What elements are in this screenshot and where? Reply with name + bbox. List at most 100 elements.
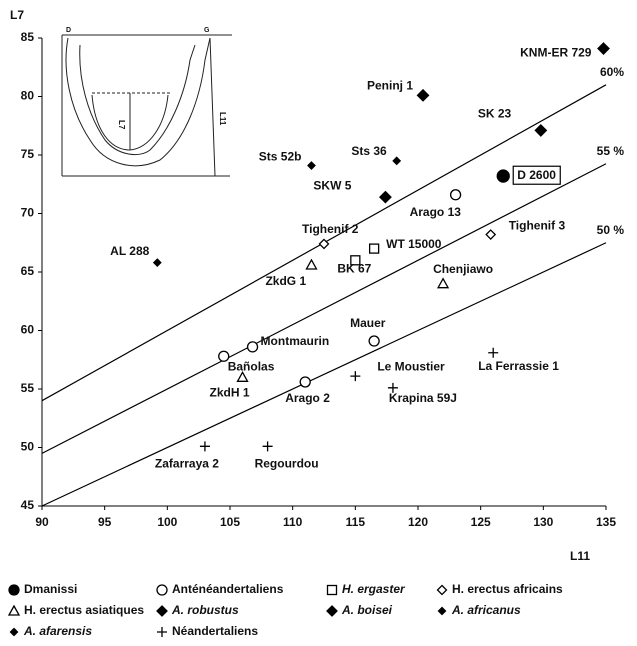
point-label: Tighenif 2 xyxy=(302,222,359,236)
point-label: Chenjiawo xyxy=(433,262,493,276)
point xyxy=(438,279,448,288)
point xyxy=(488,348,498,358)
point xyxy=(328,586,337,595)
x-tick-label: 115 xyxy=(346,515,366,529)
x-tick-label: 110 xyxy=(283,515,303,529)
point xyxy=(157,627,167,637)
legend-item: H. ergaster xyxy=(328,582,407,596)
inset xyxy=(62,35,232,176)
ratio-line xyxy=(42,243,606,506)
point xyxy=(380,192,391,203)
x-tick-label: 130 xyxy=(533,515,553,529)
legend-label: Néandertaliens xyxy=(172,624,258,638)
y-tick-label: 45 xyxy=(21,498,35,512)
y-tick-label: 80 xyxy=(21,89,35,103)
y-tick-label: 70 xyxy=(21,206,35,220)
ratio-label: 50 % xyxy=(597,223,625,237)
point-label: BK 67 xyxy=(337,261,371,275)
point-label: ZkdG 1 xyxy=(265,274,306,288)
point xyxy=(327,606,337,616)
legend-item: Dmanissi xyxy=(9,582,77,596)
point-label: La Ferrassie 1 xyxy=(478,359,559,373)
point-label: SKW 5 xyxy=(313,178,351,192)
chart: D G L7 L11 L7 L11 4550556065707580859095… xyxy=(0,0,637,646)
point xyxy=(157,585,167,595)
legend-item: H. erectus africains xyxy=(438,582,564,596)
legend-label: Dmanissi xyxy=(24,582,77,596)
point xyxy=(393,157,400,164)
x-tick-label: 90 xyxy=(35,515,49,529)
point xyxy=(248,342,258,352)
point xyxy=(238,372,248,381)
point-label: Sts 36 xyxy=(351,144,387,158)
legend-label: A. boisei xyxy=(341,603,393,617)
point-label: Le Moustier xyxy=(377,359,445,373)
point xyxy=(350,371,360,381)
legend-label: H. erectus africains xyxy=(452,582,563,596)
y-tick-label: 55 xyxy=(21,381,35,395)
point xyxy=(308,162,315,169)
point-label: D 2600 xyxy=(517,168,556,182)
point xyxy=(439,608,446,615)
point xyxy=(598,43,609,54)
point-label: Montmaurin xyxy=(261,334,330,348)
legend-item: A. africanus xyxy=(439,603,522,617)
point xyxy=(370,244,379,253)
legend-label: A. africanus xyxy=(451,603,521,617)
legend-item: A. robustus xyxy=(157,603,239,617)
point xyxy=(11,629,18,636)
point xyxy=(535,125,546,136)
legend-item: H. erectus asiatiques xyxy=(9,603,144,617)
point xyxy=(486,230,495,239)
inset-label: L11 xyxy=(218,112,227,126)
legend-item: Anténéandertaliens xyxy=(157,582,284,596)
point-label: Krapina 59J xyxy=(389,391,457,405)
point-label: Bañolas xyxy=(228,359,275,373)
inset-label: G xyxy=(204,27,210,34)
ratio-label: 55 % xyxy=(597,144,625,158)
point-label: Mauer xyxy=(350,316,386,330)
point xyxy=(306,260,316,269)
point-label: Arago 13 xyxy=(410,205,462,219)
x-axis-label: L11 xyxy=(570,549,590,563)
point-label: Arago 2 xyxy=(285,391,330,405)
x-tick-label: 95 xyxy=(98,515,112,529)
point xyxy=(300,377,310,387)
point xyxy=(451,190,461,200)
point xyxy=(9,606,19,615)
x-tick-label: 125 xyxy=(471,515,491,529)
point-label: SK 23 xyxy=(478,107,512,121)
point-label: Sts 52b xyxy=(259,150,302,164)
x-tick-label: 105 xyxy=(220,515,240,529)
x-tick-label: 135 xyxy=(596,515,616,529)
y-tick-label: 65 xyxy=(21,264,35,278)
point-label: Peninj 1 xyxy=(367,79,413,93)
y-tick-label: 75 xyxy=(21,147,35,161)
point xyxy=(154,259,161,266)
point xyxy=(157,606,167,616)
y-tick-label: 85 xyxy=(21,30,35,44)
point-label: AL 288 xyxy=(110,244,149,258)
point xyxy=(497,170,509,182)
legend-label: A. afarensis xyxy=(23,624,92,638)
y-tick-label: 50 xyxy=(21,440,35,454)
ratio-line xyxy=(42,164,606,454)
legend-label: H. ergaster xyxy=(342,582,406,596)
point-label: KNM-ER 729 xyxy=(520,46,592,60)
point xyxy=(9,585,19,595)
x-tick-label: 100 xyxy=(157,515,177,529)
legend-item: A. boisei xyxy=(327,603,393,617)
point-label: WT 15000 xyxy=(386,237,442,251)
point-label: Regourdou xyxy=(255,457,319,471)
y-tick-label: 60 xyxy=(21,323,35,337)
legend-label: Anténéandertaliens xyxy=(172,582,284,596)
point xyxy=(200,441,210,451)
legend-label: H. erectus asiatiques xyxy=(24,603,144,617)
point xyxy=(369,336,379,346)
legend-label: A. robustus xyxy=(171,603,239,617)
inset-label: L7 xyxy=(117,120,126,130)
point xyxy=(438,586,447,595)
point xyxy=(263,441,273,451)
inset-label: D xyxy=(66,27,71,34)
legend-item: Néandertaliens xyxy=(157,624,258,638)
